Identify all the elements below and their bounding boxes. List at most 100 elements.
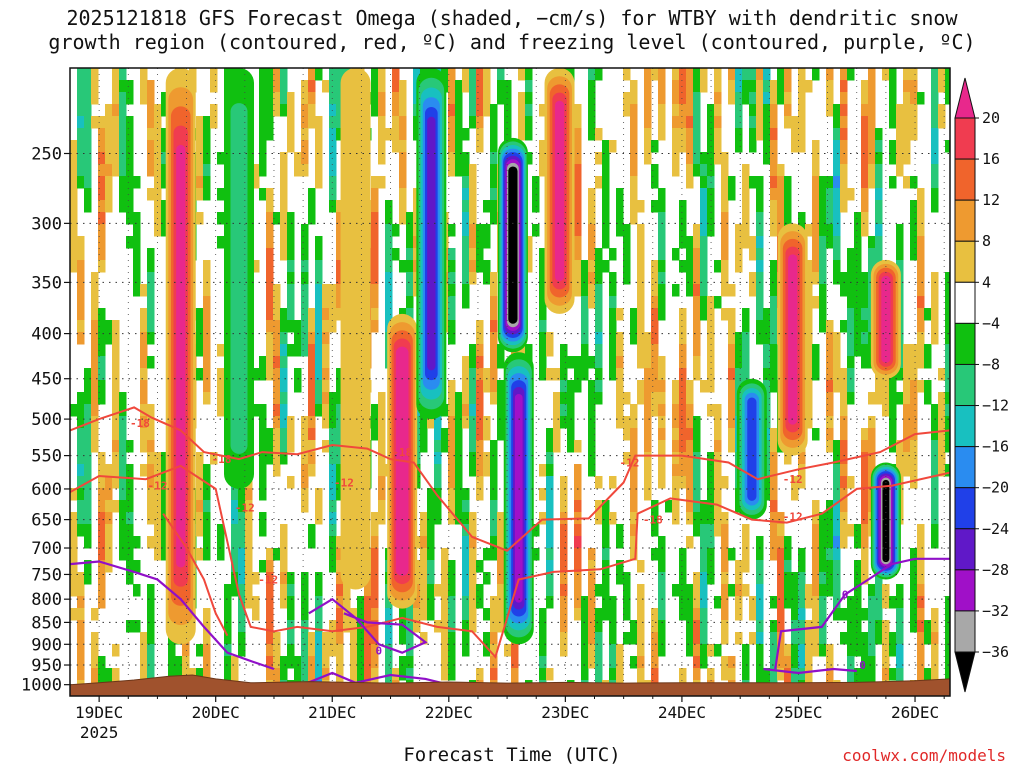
omega-cell bbox=[322, 356, 330, 369]
omega-cell bbox=[392, 248, 400, 261]
omega-cell bbox=[595, 632, 603, 645]
omega-cell bbox=[84, 140, 92, 153]
omega-cell bbox=[147, 272, 155, 285]
omega-cell bbox=[609, 320, 617, 333]
omega-cell bbox=[679, 440, 687, 453]
omega-cell bbox=[315, 644, 323, 657]
omega-cell bbox=[581, 272, 589, 285]
omega-cell bbox=[371, 248, 379, 261]
omega-cell bbox=[112, 152, 120, 165]
omega-cell bbox=[553, 392, 561, 405]
omega-cell bbox=[77, 464, 85, 477]
omega-cell bbox=[700, 200, 708, 213]
omega-cell bbox=[595, 68, 603, 81]
omega-cell bbox=[364, 596, 372, 609]
omega-cell bbox=[420, 560, 428, 573]
omega-cell bbox=[777, 596, 785, 609]
omega-cell bbox=[336, 272, 344, 285]
credit-link[interactable]: coolwx.com/models bbox=[842, 746, 1006, 765]
omega-cell bbox=[602, 164, 610, 177]
omega-cell bbox=[266, 548, 274, 561]
omega-cell bbox=[497, 92, 505, 105]
omega-cell bbox=[868, 104, 876, 117]
omega-cell bbox=[98, 356, 106, 369]
omega-cell bbox=[728, 68, 736, 81]
omega-cell bbox=[91, 272, 99, 285]
omega-cell bbox=[700, 632, 708, 645]
omega-cell bbox=[448, 320, 456, 333]
omega-cell bbox=[721, 560, 729, 573]
omega-cell bbox=[70, 152, 78, 165]
omega-cell bbox=[833, 188, 841, 201]
omega-cell bbox=[917, 188, 925, 201]
omega-cell bbox=[742, 164, 750, 177]
omega-cell bbox=[833, 452, 841, 465]
dgz-contour-label: -12 bbox=[620, 457, 640, 470]
omega-cell bbox=[819, 200, 827, 213]
omega-cell bbox=[469, 236, 477, 249]
omega-cell bbox=[147, 356, 155, 369]
omega-cell bbox=[112, 464, 120, 477]
omega-cell bbox=[280, 368, 288, 381]
omega-cell bbox=[448, 296, 456, 309]
omega-cell bbox=[301, 416, 309, 429]
omega-cell bbox=[336, 596, 344, 609]
omega-cell bbox=[280, 596, 288, 609]
omega-cell bbox=[840, 104, 848, 117]
omega-cell bbox=[840, 68, 848, 81]
omega-cell bbox=[574, 176, 582, 189]
omega-cell bbox=[329, 188, 337, 201]
omega-cell bbox=[672, 440, 680, 453]
omega-cell bbox=[560, 620, 568, 633]
omega-cell bbox=[756, 320, 764, 333]
omega-cell bbox=[469, 404, 477, 417]
omega-cell bbox=[917, 536, 925, 549]
omega-cell bbox=[693, 68, 701, 81]
omega-cell bbox=[798, 128, 806, 141]
omega-cell bbox=[931, 620, 939, 633]
omega-cell bbox=[392, 128, 400, 141]
omega-cell bbox=[721, 236, 729, 249]
omega-cell bbox=[196, 488, 204, 501]
omega-cell bbox=[819, 572, 827, 585]
omega-cell bbox=[231, 524, 239, 537]
omega-cell bbox=[112, 416, 120, 429]
omega-cell bbox=[616, 404, 624, 417]
omega-cell bbox=[539, 272, 547, 285]
omega-cell bbox=[140, 92, 148, 105]
omega-cell bbox=[700, 308, 708, 321]
omega-cell bbox=[833, 572, 841, 585]
omega-cell bbox=[483, 92, 491, 105]
omega-cell bbox=[756, 608, 764, 621]
omega-cell bbox=[301, 284, 309, 297]
omega-cell bbox=[385, 308, 393, 321]
omega-cell bbox=[462, 356, 470, 369]
omega-cell bbox=[301, 128, 309, 141]
omega-cell bbox=[105, 140, 113, 153]
omega-cell bbox=[910, 392, 918, 405]
omega-cell bbox=[721, 584, 729, 597]
omega-cell bbox=[196, 320, 204, 333]
omega-cell bbox=[623, 428, 631, 441]
omega-cell bbox=[273, 440, 281, 453]
omega-cell bbox=[308, 92, 316, 105]
omega-cell bbox=[854, 632, 862, 645]
omega-cell bbox=[714, 596, 722, 609]
omega-cell bbox=[469, 104, 477, 117]
omega-cell bbox=[91, 116, 99, 129]
omega-cell bbox=[777, 68, 785, 81]
omega-cell bbox=[147, 416, 155, 429]
omega-cell bbox=[252, 176, 260, 189]
omega-cell bbox=[623, 68, 631, 81]
omega-cell bbox=[329, 512, 337, 525]
omega-cell bbox=[938, 116, 946, 129]
omega-cell bbox=[287, 608, 295, 621]
omega-cell bbox=[469, 548, 477, 561]
omega-cell bbox=[70, 608, 78, 621]
omega-cell bbox=[231, 584, 239, 597]
omega-cell bbox=[938, 440, 946, 453]
omega-cell bbox=[945, 272, 950, 285]
omega-cell bbox=[336, 464, 344, 477]
omega-cell bbox=[287, 620, 295, 633]
omega-cell bbox=[686, 92, 694, 105]
